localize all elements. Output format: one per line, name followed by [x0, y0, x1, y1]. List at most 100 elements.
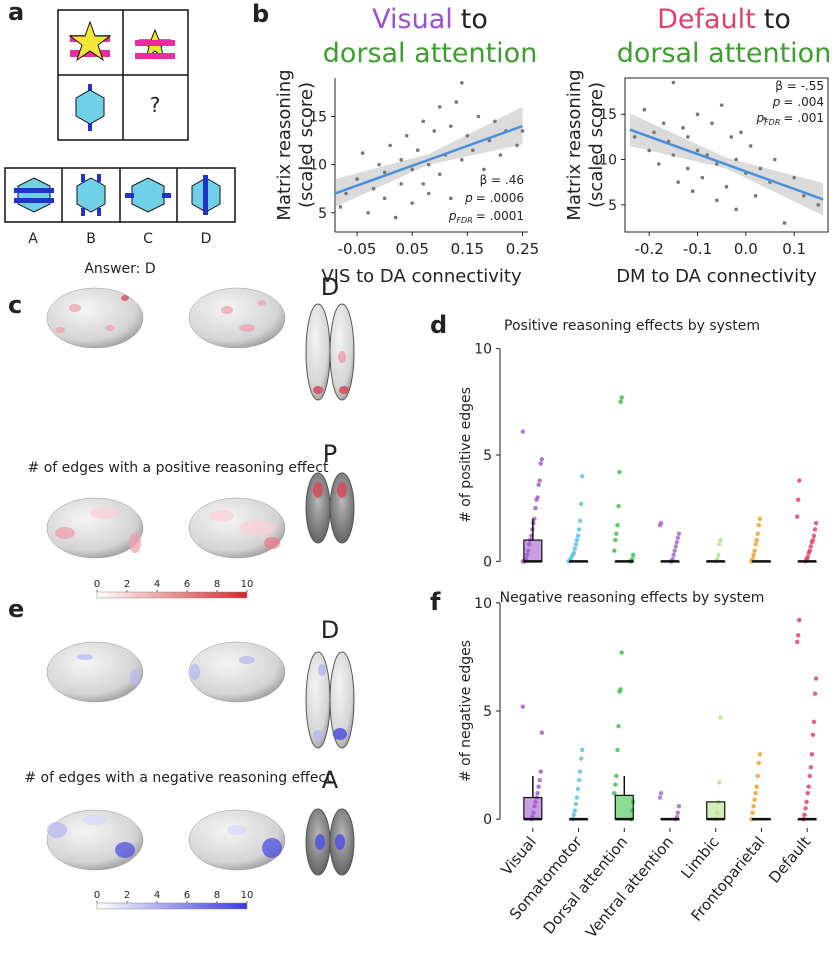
chart-title: Default to: [657, 4, 791, 35]
data-point: [338, 205, 343, 209]
data-point: [715, 198, 719, 203]
data-point: [675, 810, 681, 815]
data-point: [805, 791, 810, 796]
data-point: [690, 189, 695, 194]
data-point: [520, 129, 525, 133]
data-point: [471, 148, 475, 152]
data-point: [807, 773, 812, 779]
data-point: [813, 520, 819, 526]
data-point: [615, 523, 620, 528]
panel-label: d: [430, 311, 447, 339]
data-point: [615, 747, 620, 753]
stat-annotation: pFDR = .0001: [448, 209, 524, 225]
data-point: [575, 533, 581, 539]
brain-blob: [129, 533, 141, 553]
data-point: [616, 723, 621, 729]
data-point: [537, 778, 542, 783]
x-tick-label: 0.05: [395, 240, 428, 258]
data-point: [753, 791, 758, 796]
box: [614, 794, 634, 820]
data-point: [811, 719, 817, 725]
data-point: [755, 773, 760, 779]
title-part: to: [764, 4, 791, 35]
fit-line: [629, 128, 824, 201]
data-point: [575, 786, 581, 792]
brain-blob: [337, 482, 347, 498]
data-point: [673, 544, 678, 549]
data-point: [576, 778, 582, 783]
brain-lateral: [188, 641, 286, 703]
data-point: [672, 548, 677, 553]
brain-blob: [83, 815, 107, 825]
panel-label: e: [8, 595, 24, 623]
data-point: [734, 157, 738, 162]
data-point: [539, 730, 545, 735]
x-tick-label: Ventral attention: [582, 833, 677, 941]
colorbar: [96, 902, 248, 910]
title-part: dorsal attention: [323, 38, 538, 69]
data-point: [393, 215, 398, 220]
y-axis-label: (scaled score): [296, 82, 317, 208]
colorbar: [96, 591, 248, 599]
colorbar-tick-label: 8: [214, 579, 220, 590]
x-tick-label: -0.2: [635, 240, 664, 258]
box: [523, 796, 543, 820]
data-point: [695, 148, 700, 153]
data-point: [795, 497, 801, 502]
brain-blob: [315, 834, 325, 850]
stat-symbol: p: [464, 191, 473, 205]
colorbar-tick-label: 2: [124, 890, 130, 901]
data-point: [579, 756, 584, 761]
data-point: [344, 191, 348, 196]
x-tick-label: Visual: [497, 833, 540, 879]
data-point: [537, 478, 542, 483]
stat-annotation: p = .0006: [464, 191, 524, 205]
stat-subscript: FDR: [456, 216, 472, 225]
x-tick-label: 0.25: [506, 240, 539, 258]
data-point: [580, 474, 585, 479]
data-point: [756, 760, 761, 766]
data-point: [681, 126, 685, 130]
data-point: [632, 135, 637, 139]
data-point: [573, 801, 579, 807]
data-point: [797, 478, 802, 483]
question-mark: ?: [150, 93, 161, 117]
data-point: [758, 166, 763, 171]
data-point: [355, 177, 359, 181]
data-point: [432, 129, 437, 133]
data-point: [642, 107, 647, 112]
stat-subscript: FDR: [764, 118, 780, 127]
colorbar-tick-label: 6: [184, 579, 190, 590]
data-point: [718, 715, 723, 720]
data-point: [617, 689, 622, 694]
brain-blob: [239, 520, 275, 536]
data-point: [813, 676, 819, 681]
data-point: [619, 650, 624, 655]
data-point: [515, 143, 519, 148]
data-point: [754, 784, 759, 789]
y-tick-label: 10: [309, 158, 327, 174]
colorbar-tick-label: 4: [154, 579, 160, 590]
data-point: [782, 221, 787, 225]
map-caption: # of edges with a negative reasoning eff…: [24, 770, 332, 786]
data-point: [366, 210, 370, 215]
data-point: [757, 752, 763, 757]
brain-blob: [318, 664, 326, 676]
data-point: [460, 81, 464, 85]
data-point: [572, 808, 578, 813]
data-point: [426, 191, 431, 196]
brain-lateral: [46, 641, 144, 703]
y-axis-label: # of negative edges: [458, 640, 474, 782]
data-point: [716, 552, 721, 558]
data-point: [577, 769, 583, 774]
colorbar-tick-label: 10: [241, 579, 254, 590]
stat-symbol: p: [755, 111, 764, 125]
brain-blob: [105, 325, 115, 331]
data-point: [751, 804, 756, 809]
data-point: [715, 162, 719, 166]
y-tick-label: 0: [483, 812, 492, 828]
data-point: [612, 548, 617, 553]
data-point: [671, 80, 676, 85]
data-point: [676, 531, 682, 536]
